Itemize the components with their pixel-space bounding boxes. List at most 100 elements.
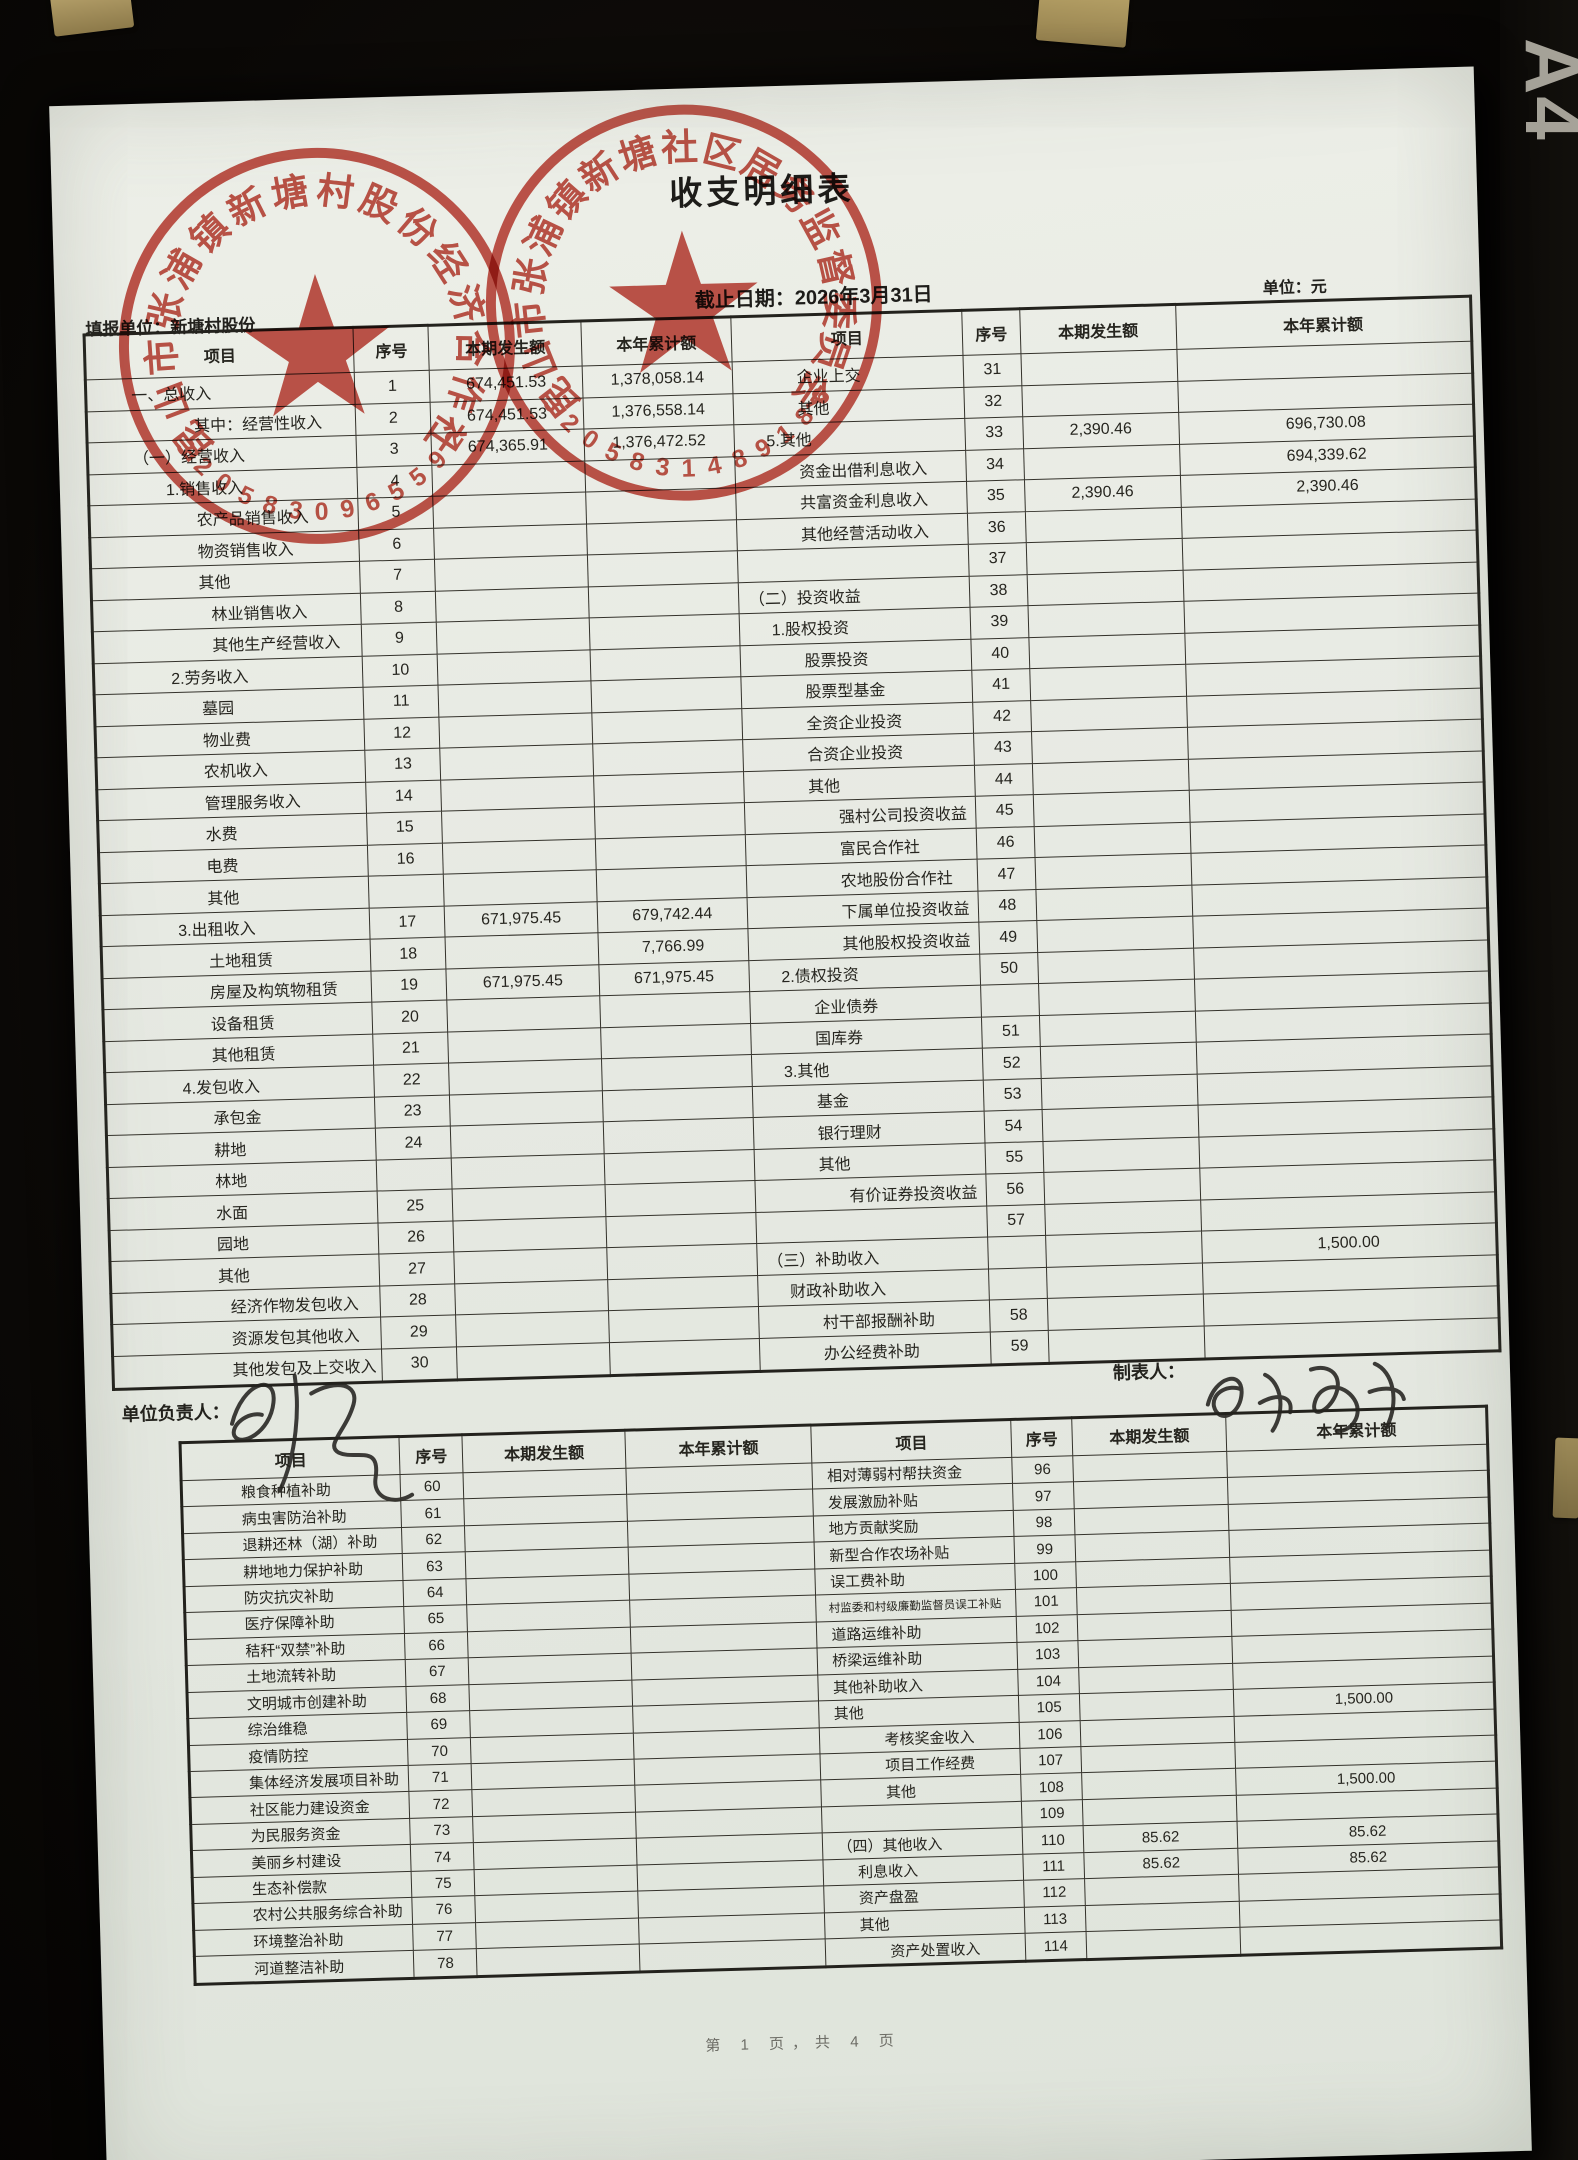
- ytd-amount-cell: [584, 456, 736, 493]
- ytd-amount-cell: [595, 834, 746, 871]
- seq-cell: 113: [1024, 1905, 1086, 1934]
- seq-cell: 110: [1022, 1825, 1084, 1855]
- current-amount-cell: [1035, 884, 1193, 921]
- ytd-amount-cell: 1,376,558.14: [582, 393, 734, 430]
- current-amount-cell: [1043, 1168, 1201, 1205]
- seq-cell: 13: [365, 748, 441, 782]
- seq-cell: 108: [1020, 1773, 1083, 1802]
- ytd-amount-cell: [592, 739, 744, 776]
- seq-cell: 42: [972, 700, 1032, 734]
- ytd-amount-cell: [608, 1306, 759, 1343]
- column-header: 本期发生额: [1019, 304, 1177, 354]
- svg-text:村: 村: [315, 169, 357, 214]
- seq-cell: 37: [968, 542, 1028, 576]
- ytd-amount-cell: [602, 1086, 753, 1123]
- deadline-line: 截止日期：2026年3月31日: [694, 283, 933, 313]
- svg-text:镇: 镇: [183, 206, 238, 261]
- seq-cell: 55: [985, 1141, 1044, 1175]
- current-amount-cell: [1029, 664, 1187, 701]
- ytd-amount-cell: [589, 645, 741, 682]
- seq-cell: 58: [989, 1298, 1049, 1332]
- current-amount-cell: [436, 618, 590, 654]
- svg-text:浦: 浦: [517, 211, 570, 262]
- current-amount-cell: [1040, 1042, 1197, 1079]
- current-amount-cell: [447, 1027, 602, 1064]
- responsible-signature: [230, 1373, 415, 1502]
- svg-text:塘: 塘: [268, 170, 312, 217]
- ytd-amount-cell: 679,742.44: [597, 897, 748, 934]
- svg-text:新: 新: [221, 181, 273, 234]
- seq-cell: 11: [363, 685, 440, 719]
- tape-fragment: [1035, 0, 1131, 48]
- ytd-amount-cell: [594, 802, 745, 839]
- current-amount-cell: [452, 1185, 606, 1221]
- seq-cell: 66: [404, 1631, 469, 1660]
- seq-cell: [988, 1267, 1048, 1301]
- current-amount-cell: 674,451.53: [429, 366, 583, 402]
- current-amount-cell: [1047, 1294, 1204, 1331]
- seq-cell: 50: [979, 952, 1039, 986]
- current-amount-cell: [433, 523, 588, 560]
- income-detail-table-top-grid: 项目 序号 本期发生额 本年累计额 项目 序号 本期发生额 本年累计额 一、总收入 1 674,45…: [82, 294, 1502, 1392]
- current-amount-cell: [454, 1279, 609, 1316]
- seq-cell: 44: [974, 763, 1034, 797]
- ytd-amount-cell: [588, 582, 739, 619]
- current-amount-cell: [447, 996, 601, 1032]
- seq-cell: 48: [978, 889, 1037, 923]
- ytd-amount-cell: [587, 550, 738, 587]
- svg-text:张: 张: [508, 255, 555, 298]
- seq-cell: 75: [411, 1869, 476, 1898]
- seq-cell: 105: [1018, 1693, 1080, 1722]
- seq-cell: 111: [1022, 1852, 1085, 1881]
- svg-text:经: 经: [420, 235, 475, 288]
- current-amount-cell: 671,975.45: [446, 964, 600, 1001]
- seq-cell: 102: [1016, 1614, 1078, 1643]
- column-header: 项目: [84, 327, 355, 380]
- seq-cell: 3: [356, 433, 433, 467]
- column-header: 序号: [1010, 1417, 1073, 1458]
- seq-cell: 69: [407, 1710, 471, 1739]
- current-amount-cell: [1045, 1231, 1202, 1268]
- seq-cell: 70: [407, 1737, 472, 1766]
- seq-cell: 21: [373, 1031, 449, 1066]
- ytd-amount-cell: [603, 1117, 754, 1154]
- ytd-amount-cell: [609, 1338, 760, 1376]
- seq-cell: 18: [370, 937, 447, 971]
- current-amount-cell: [441, 807, 596, 843]
- svg-text:济: 济: [441, 280, 491, 328]
- seq-cell: 23: [374, 1094, 451, 1129]
- column-header: 序号: [399, 1434, 464, 1475]
- column-header: 项目: [811, 1419, 1012, 1464]
- current-amount-cell: 674,451.53: [430, 397, 584, 434]
- current-amount-cell: [1023, 443, 1180, 480]
- ytd-amount-cell: 7,766.99: [597, 928, 749, 965]
- current-amount-cell: [455, 1311, 610, 1347]
- seq-cell: 35: [966, 479, 1026, 513]
- tape-fragment: [49, 0, 135, 37]
- svg-text:股: 股: [354, 178, 404, 230]
- seq-cell: 32: [963, 385, 1023, 419]
- seq-cell: 46: [976, 826, 1035, 860]
- seq-cell: 98: [1013, 1508, 1075, 1537]
- current-amount-cell: [454, 1248, 608, 1284]
- current-amount-cell: [450, 1122, 605, 1158]
- current-amount-cell: [1036, 916, 1194, 953]
- ytd-amount-cell: [1240, 1920, 1502, 1956]
- current-amount-cell: [1034, 853, 1192, 890]
- seq-cell: 47: [977, 857, 1036, 891]
- seq-cell: 10: [362, 653, 439, 688]
- current-amount-cell: 671,975.45: [444, 901, 598, 938]
- seq-cell: 39: [970, 605, 1029, 639]
- seq-cell: 53: [983, 1078, 1042, 1112]
- ytd-amount-cell: [586, 519, 737, 556]
- seq-cell: 68: [406, 1684, 470, 1713]
- current-amount-cell: [438, 681, 592, 717]
- seq-cell: [980, 983, 1040, 1017]
- seq-cell: 99: [1013, 1535, 1076, 1564]
- seq-cell: 26: [378, 1220, 455, 1255]
- ytd-amount-cell: [604, 1149, 755, 1186]
- seq-cell: 43: [973, 731, 1033, 765]
- current-amount-cell: [1020, 349, 1178, 386]
- seq-cell: 36: [967, 511, 1027, 545]
- seq-cell: 103: [1016, 1640, 1079, 1669]
